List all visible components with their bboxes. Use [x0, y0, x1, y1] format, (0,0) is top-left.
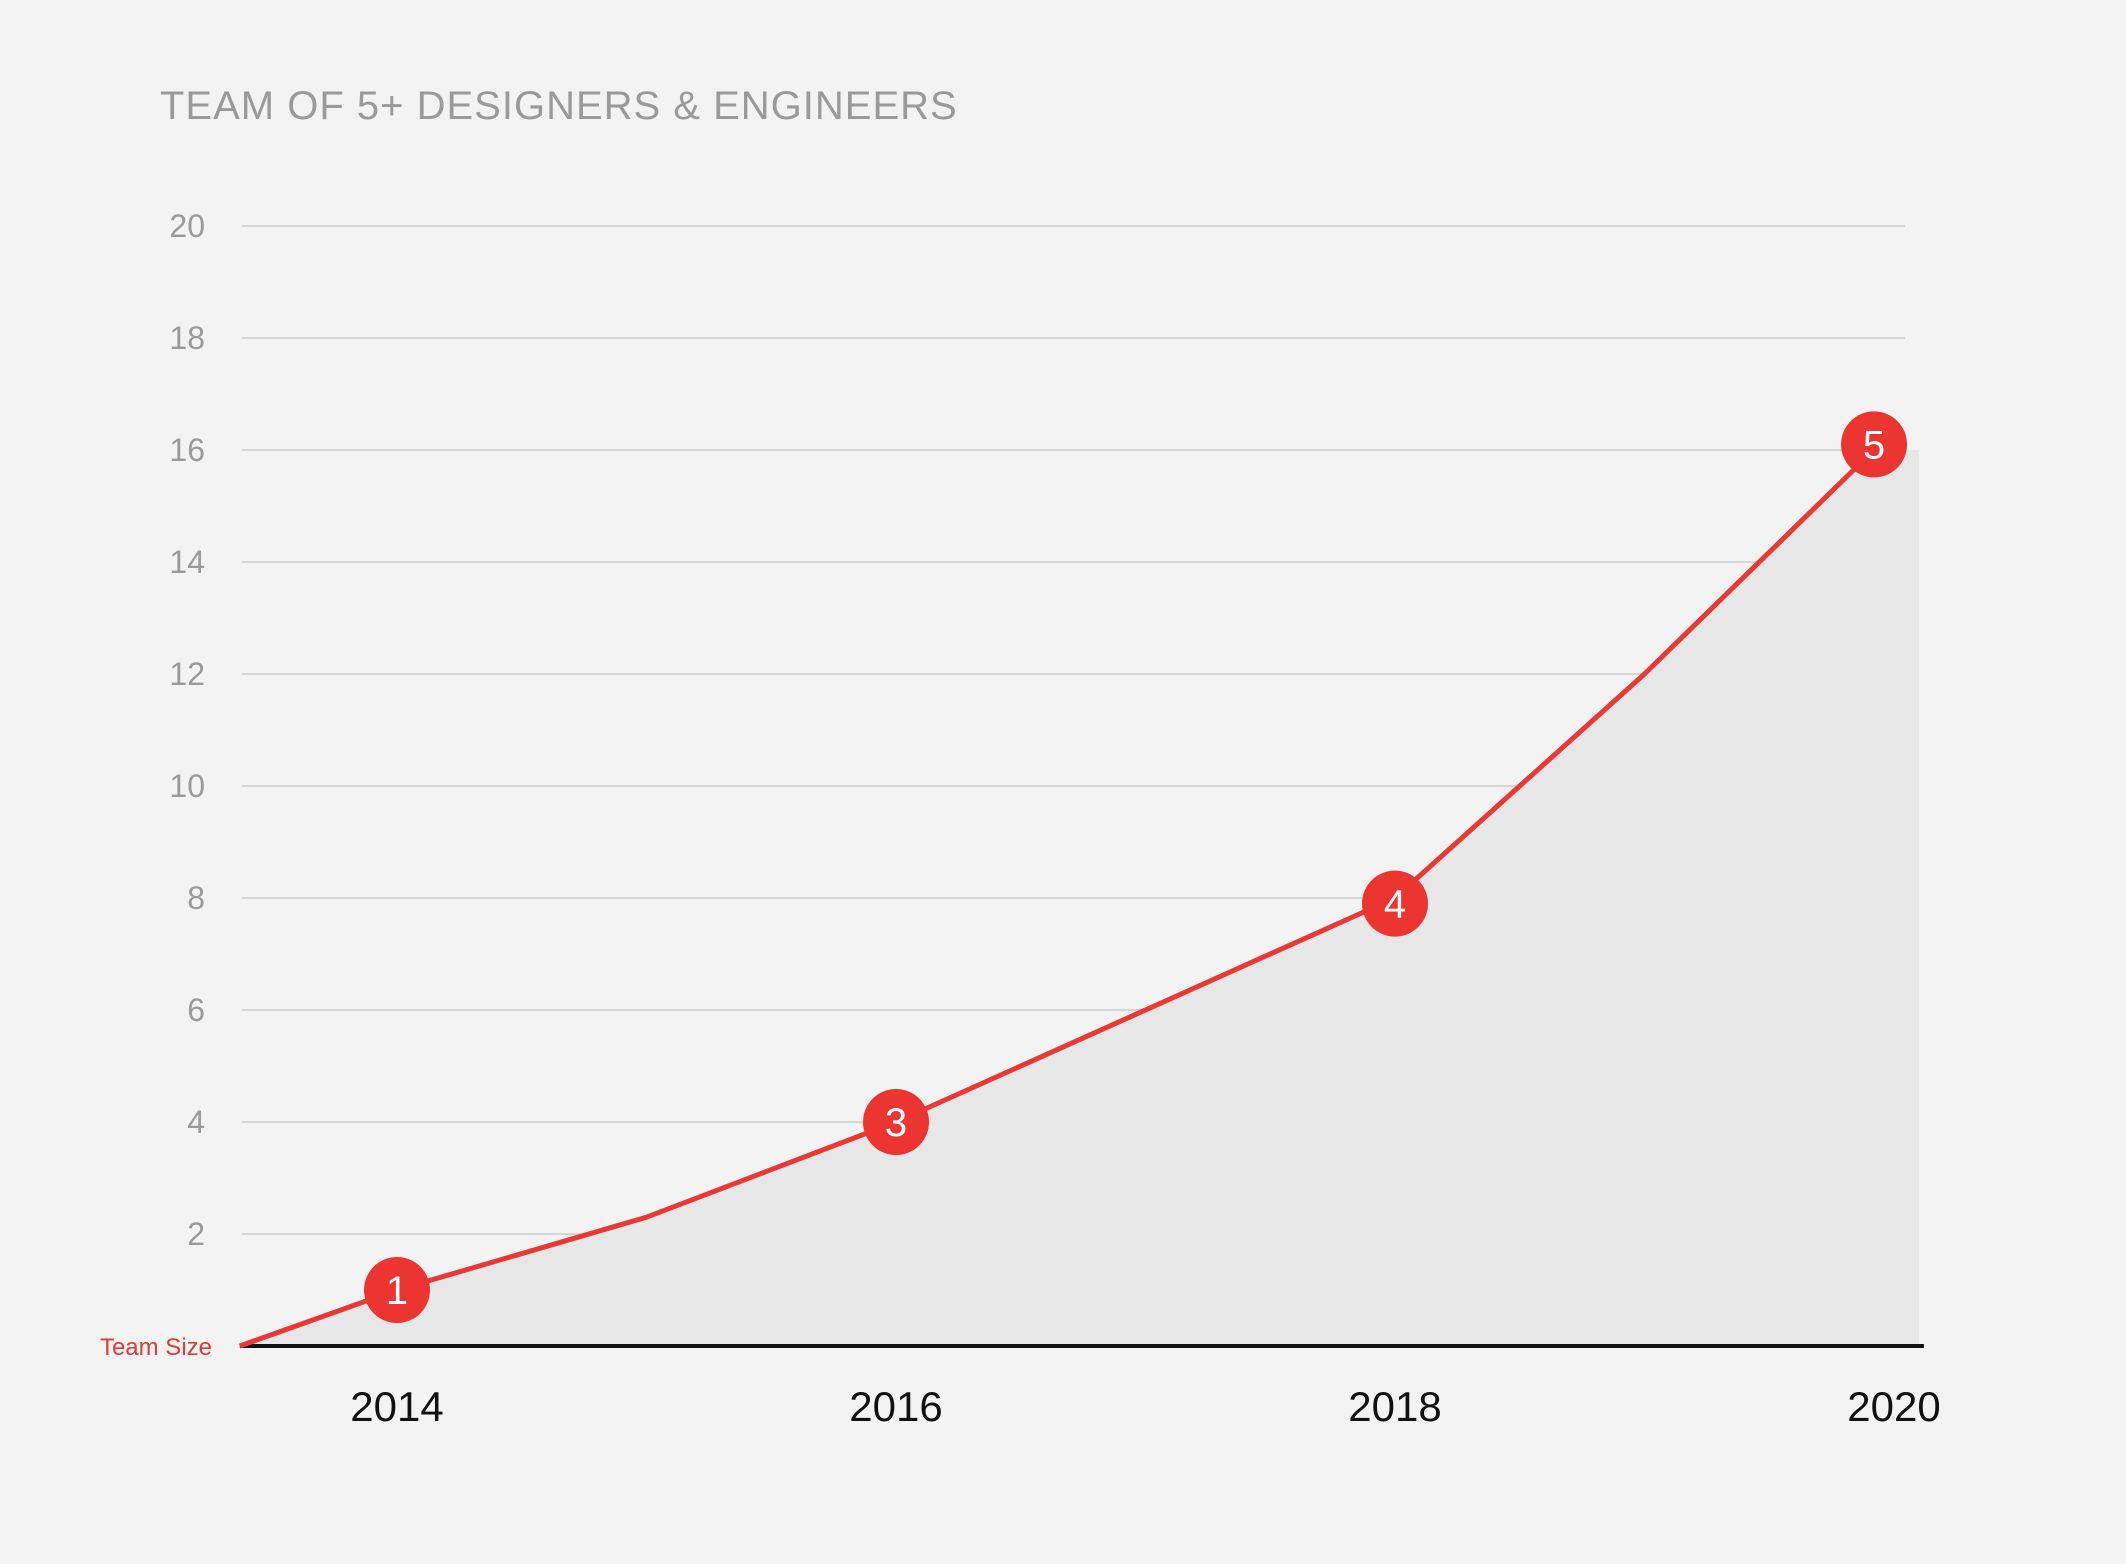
milestone-label-5: 5 [1863, 423, 1885, 467]
milestone-label-4: 4 [1384, 883, 1406, 927]
y-tick-label-10: 10 [169, 768, 205, 804]
milestone-marker-5 [1841, 411, 1908, 478]
milestone-label-1: 1 [386, 1269, 408, 1313]
milestone-marker-4 [1362, 870, 1428, 937]
y-tick-label-8: 8 [187, 880, 205, 916]
milestone-marker-1 [364, 1257, 430, 1323]
y-tick-label-20: 20 [169, 208, 205, 244]
team-size-area [239, 450, 1919, 1346]
milestone-label-3: 3 [885, 1101, 907, 1145]
y-tick-label-6: 6 [187, 992, 205, 1028]
x-tick-label-2020: 2020 [1847, 1383, 1940, 1430]
y-tick-label-18: 18 [169, 320, 205, 356]
y-tick-label-16: 16 [169, 432, 205, 468]
x-tick-label-2018: 2018 [1348, 1383, 1441, 1430]
y-tick-label-12: 12 [169, 656, 205, 692]
team-size-line [238, 448, 1876, 1349]
y-tick-label-2: 2 [187, 1216, 205, 1252]
y-tick-label-4: 4 [187, 1104, 205, 1140]
x-tick-label-2014: 2014 [350, 1383, 443, 1430]
y-tick-label-14: 14 [169, 544, 205, 580]
milestone-marker-3 [863, 1089, 929, 1155]
series-label: Team Size [100, 1334, 212, 1361]
x-tick-label-2016: 2016 [849, 1383, 942, 1430]
chart-title: TEAM OF 5+ DESIGNERS & ENGINEERS [160, 84, 958, 128]
